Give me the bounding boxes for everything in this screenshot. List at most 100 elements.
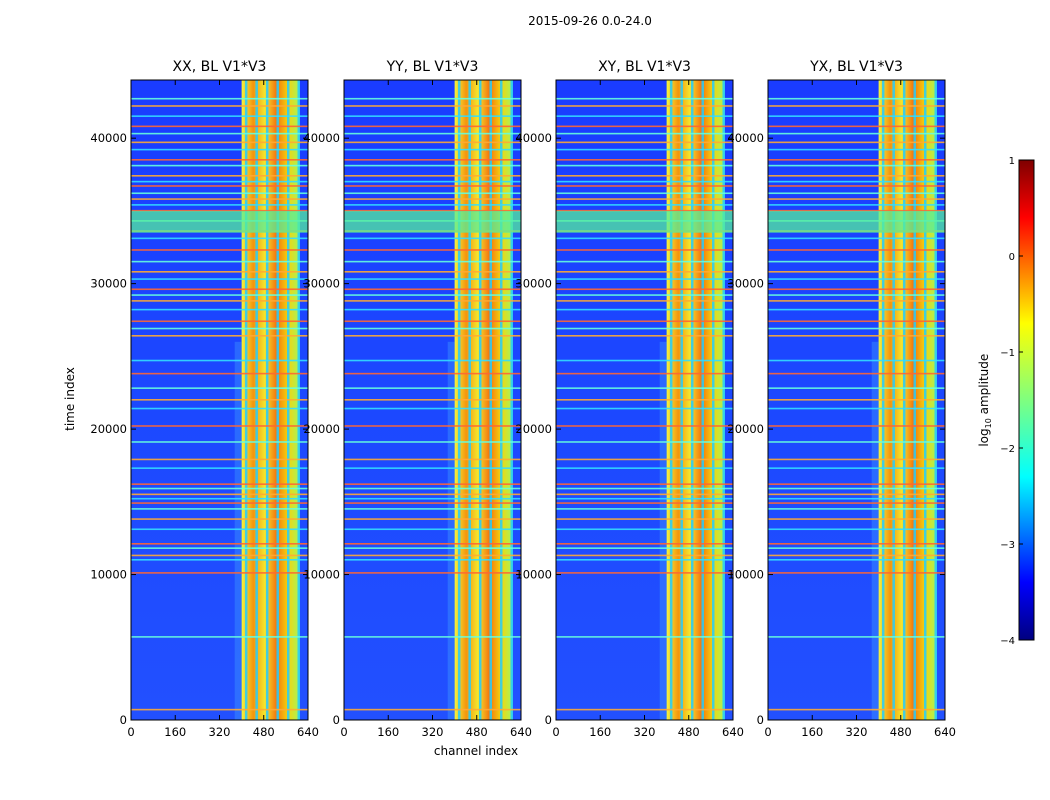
band-halo <box>871 341 879 720</box>
rfi-row <box>768 209 945 212</box>
rfi-row <box>131 502 308 504</box>
rfi-row <box>556 554 733 557</box>
y-tick-label: 20000 <box>90 422 127 436</box>
rfi-row <box>131 97 308 100</box>
x-tick-label: 160 <box>589 725 611 739</box>
rfi-row <box>556 425 733 427</box>
dense-rfi-band <box>344 210 521 233</box>
rfi-row <box>344 425 521 427</box>
rfi-row <box>344 508 521 510</box>
rfi-row <box>768 441 945 443</box>
rfi-row <box>556 387 733 389</box>
rfi-row <box>768 487 945 490</box>
rfi-row <box>344 497 521 500</box>
heatmap-panel-2: 0 160 320 480 640 0 10000 20000 30000 40000 <box>515 79 744 739</box>
rfi-row <box>768 572 945 574</box>
heatmap-panel-3: 0 160 320 480 640 0 10000 20000 30000 40000 <box>727 79 956 739</box>
rfi-row <box>344 359 521 362</box>
rfi-row <box>556 458 733 461</box>
x-tick-label: 320 <box>634 725 656 739</box>
rfi-row <box>344 132 521 135</box>
rfi-row <box>344 105 521 107</box>
rfi-row <box>556 502 733 504</box>
rfi-row <box>344 547 521 549</box>
rfi-row <box>768 175 945 177</box>
rfi-row <box>131 458 308 461</box>
rfi-row <box>131 125 308 128</box>
rfi-row <box>344 372 521 375</box>
colorbar-tick-label: −2 <box>1000 444 1015 455</box>
rfi-row <box>768 185 945 187</box>
rfi-row <box>556 407 733 410</box>
rfi-row <box>768 148 945 151</box>
rfi-row <box>131 164 308 167</box>
rfi-row <box>131 204 308 206</box>
rfi-row <box>768 359 945 362</box>
rfi-row <box>344 237 521 240</box>
rfi-row <box>131 185 308 187</box>
band-halo <box>234 341 242 720</box>
rfi-row <box>344 327 521 330</box>
rfi-row <box>131 518 308 520</box>
rfi-row <box>131 278 308 280</box>
rfi-row <box>768 407 945 410</box>
rfi-row <box>131 508 308 510</box>
rfi-row <box>768 497 945 500</box>
rfi-row <box>344 467 521 469</box>
rfi-row <box>768 198 945 200</box>
y-tick-label: 20000 <box>727 422 764 436</box>
rfi-row <box>344 518 521 520</box>
rfi-row <box>556 487 733 490</box>
rfi-row <box>768 97 945 100</box>
band-halo <box>659 341 667 720</box>
x-tick-label: 160 <box>801 725 823 739</box>
rfi-row <box>556 294 733 296</box>
rfi-row <box>556 327 733 330</box>
rfi-row <box>768 387 945 389</box>
x-tick-label: 640 <box>934 725 956 739</box>
rfi-row <box>556 249 733 251</box>
rfi-row <box>768 508 945 510</box>
rfi-row <box>131 487 308 490</box>
rfi-row <box>768 458 945 461</box>
rfi-row <box>556 441 733 443</box>
rfi-row <box>131 407 308 410</box>
rfi-row <box>556 115 733 117</box>
rfi-row <box>131 572 308 574</box>
y-tick-label: 30000 <box>515 277 552 291</box>
rfi-row <box>344 502 521 504</box>
rfi-row <box>344 148 521 151</box>
rfi-row <box>131 483 308 485</box>
rfi-row <box>344 164 521 167</box>
rfi-row <box>556 483 733 485</box>
rfi-row <box>131 493 308 496</box>
x-tick-label: 160 <box>164 725 186 739</box>
rfi-row <box>556 192 733 195</box>
rfi-row <box>556 237 733 240</box>
rfi-row <box>131 271 308 273</box>
rfi-row <box>556 288 733 291</box>
colorbar-tick-label: −4 <box>1000 636 1015 647</box>
rfi-row <box>131 105 308 107</box>
rfi-row <box>556 359 733 362</box>
rfi-row <box>556 508 733 510</box>
rfi-row <box>768 399 945 401</box>
rfi-row <box>768 288 945 291</box>
rfi-row <box>344 159 521 161</box>
rfi-row <box>344 528 521 531</box>
x-tick-label: 480 <box>466 725 488 739</box>
rfi-row <box>556 185 733 187</box>
rfi-row <box>131 180 308 183</box>
panel-title-yx: YX, BL V1*V3 <box>810 59 903 75</box>
rfi-row <box>556 180 733 183</box>
y-tick-label: 10000 <box>515 568 552 582</box>
rfi-row <box>131 335 308 337</box>
rfi-row <box>344 192 521 195</box>
figure-title: 2015-09-26 0.0-24.0 <box>528 14 652 28</box>
rfi-row <box>131 260 308 263</box>
rfi-row <box>768 335 945 337</box>
heatmap-panel-0: 0 160 320 480 640 0 10000 20000 30000 40000 <box>90 79 319 739</box>
rfi-row <box>344 493 521 496</box>
rfi-row <box>768 237 945 240</box>
rfi-row <box>131 320 308 323</box>
